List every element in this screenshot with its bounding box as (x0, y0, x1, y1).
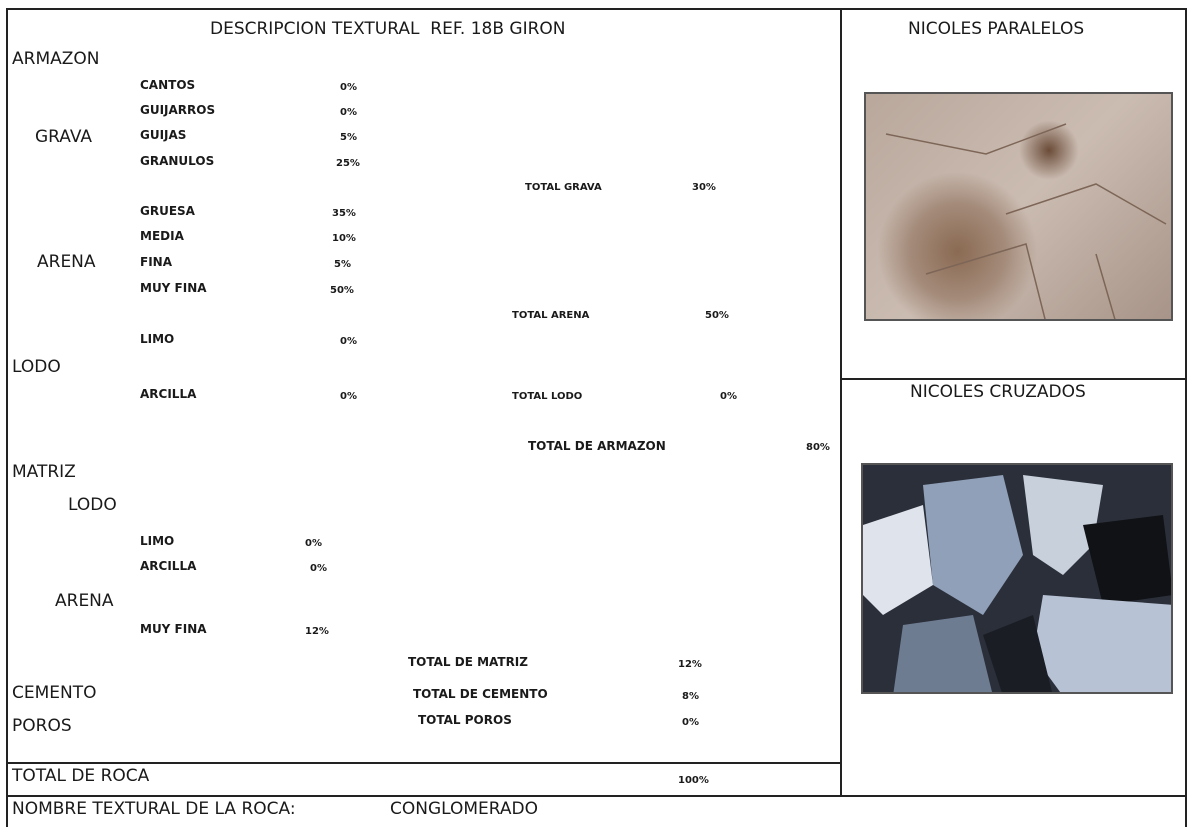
section-label: CEMENTO (12, 683, 97, 703)
item-name: LIMO (140, 332, 175, 346)
total-rock-value: 100% (678, 775, 709, 786)
image-title: NICOLES CRUZADOS (910, 382, 1086, 402)
total-rock-label: TOTAL DE ROCA (12, 766, 150, 786)
total-label: TOTAL GRAVA (525, 182, 602, 193)
item-value: 0% (310, 563, 327, 574)
total-label: TOTAL POROS (418, 713, 512, 727)
main-panel (6, 8, 842, 764)
item-value: 0% (340, 82, 357, 93)
photo-texture (885, 123, 1167, 319)
item-value: 25% (336, 158, 360, 169)
item-value: 12% (305, 626, 329, 637)
group-label: LODO (12, 357, 61, 377)
total-label: TOTAL DE ARMAZON (528, 439, 666, 453)
item-name: FINA (140, 255, 172, 269)
item-value: 5% (340, 132, 357, 143)
group-label: LODO (68, 495, 117, 515)
item-name: LIMO (140, 534, 175, 548)
total-value: 80% (806, 442, 830, 453)
photo-crossed (861, 463, 1173, 694)
name-row (6, 795, 1187, 827)
group-label: ARENA (37, 252, 96, 272)
item-name: MUY FINA (140, 281, 207, 295)
total-label: TOTAL DE MATRIZ (408, 655, 528, 669)
item-name: GUIJARROS (140, 103, 216, 117)
group-label: ARENA (55, 591, 114, 611)
total-label: TOTAL ARENA (512, 310, 590, 321)
image-title: NICOLES PARALELOS (908, 19, 1085, 39)
total-value: 30% (692, 182, 716, 193)
total-label: TOTAL DE CEMENTO (413, 687, 548, 701)
total-value: 0% (682, 717, 699, 728)
item-value: 10% (332, 233, 356, 244)
group-label: GRAVA (35, 127, 93, 147)
item-value: 50% (330, 285, 354, 296)
item-name: MUY FINA (140, 622, 207, 636)
rock-name-value: CONGLOMERADO (390, 799, 539, 819)
item-value: 0% (305, 538, 322, 549)
total-value: 50% (705, 310, 729, 321)
total-value: 12% (678, 659, 702, 670)
item-name: CANTOS (140, 78, 196, 92)
item-name: MEDIA (140, 229, 184, 243)
total-value: 8% (682, 691, 699, 702)
item-value: 35% (332, 208, 356, 219)
item-value: 5% (334, 259, 351, 270)
total-value: 0% (720, 391, 737, 402)
item-name: ARCILLA (140, 559, 197, 573)
item-name: GUIJAS (140, 128, 187, 142)
item-name: ARCILLA (140, 387, 197, 401)
rock-name-label: NOMBRE TEXTURAL DE LA ROCA: (12, 799, 296, 819)
section-label: ARMAZON (12, 49, 100, 69)
item-value: 0% (340, 336, 357, 347)
photo-texture (863, 475, 1171, 692)
item-value: 0% (340, 391, 357, 402)
section-label: MATRIZ (12, 462, 76, 482)
section-label: POROS (12, 716, 72, 736)
item-name: GRANULOS (140, 154, 215, 168)
total-label: TOTAL LODO (512, 391, 583, 402)
item-value: 0% (340, 107, 357, 118)
title: DESCRIPCION TEXTURAL REF. 18B GIRON (210, 19, 566, 39)
item-name: GRUESA (140, 204, 195, 218)
photo-parallel (864, 92, 1173, 321)
